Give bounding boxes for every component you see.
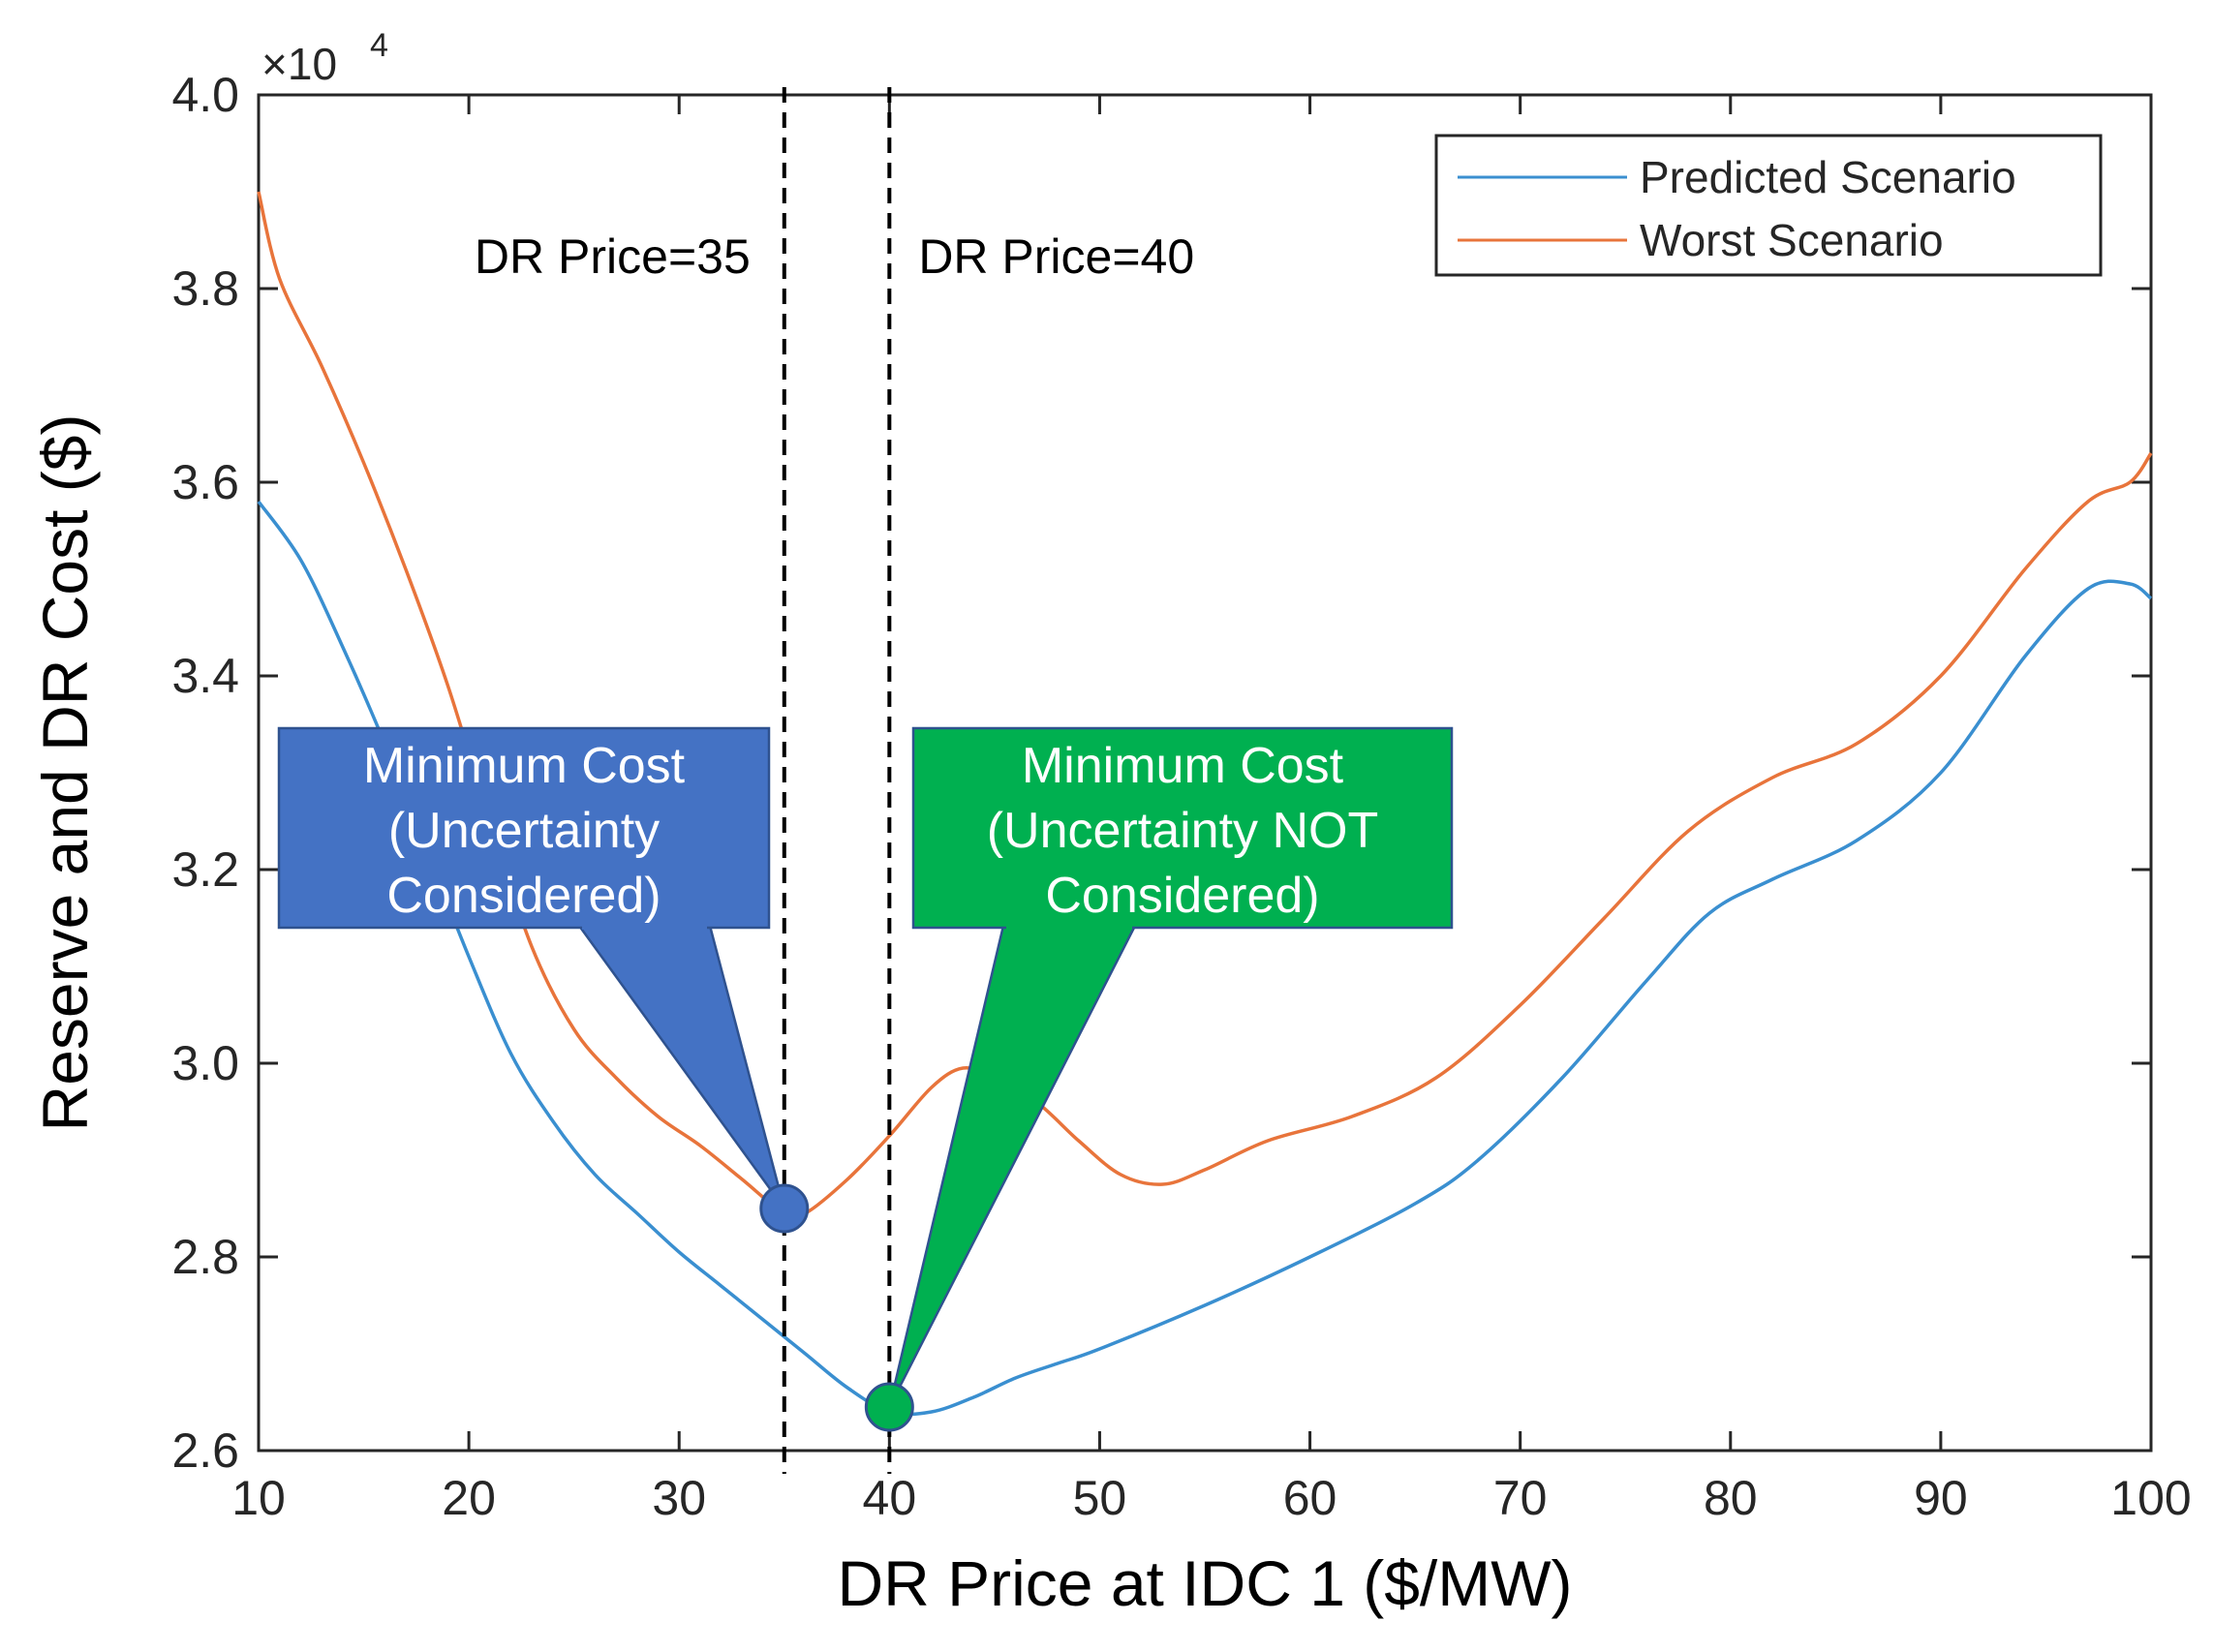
y-tick-label: 3.6 — [171, 455, 239, 509]
x-tick-label: 40 — [863, 1471, 917, 1525]
x-tick-label: 90 — [1914, 1471, 1968, 1525]
x-axis-title: DR Price at IDC 1 ($/MW) — [837, 1547, 1572, 1619]
x-tick-label: 50 — [1073, 1471, 1127, 1525]
reference-line-label-35: DR Price=35 — [475, 229, 751, 284]
minimum-point-marker — [759, 1183, 810, 1234]
x-tick-label: 100 — [2110, 1471, 2191, 1525]
x-tick-label: 70 — [1493, 1471, 1548, 1525]
y-axis-multiplier-exponent: 4 — [370, 27, 388, 64]
callout-text-line: Considered) — [386, 868, 661, 924]
callout-uncertainty-not-considered: Minimum Cost (Uncertainty NOT Considered) — [864, 726, 1454, 1432]
x-tick-label: 30 — [652, 1471, 706, 1525]
y-tick-label: 3.2 — [171, 842, 239, 897]
reference-line-label-40: DR Price=40 — [918, 229, 1194, 284]
y-axis-title: Reserve and DR Cost ($) — [29, 414, 101, 1132]
callout-text-line: Minimum Cost — [1022, 738, 1344, 794]
callout-text-line: (Uncertainty NOT — [987, 803, 1379, 859]
y-tick-label: 2.8 — [171, 1230, 239, 1284]
y-axis-multiplier: ×10 — [261, 39, 337, 89]
y-tick-label: 3.8 — [171, 261, 239, 316]
callouts: Minimum Cost(UncertaintyConsidered)Minim… — [277, 726, 1454, 1432]
reference-lines: DR Price=35 DR Price=40 — [475, 87, 1194, 1474]
callout-join — [582, 922, 707, 930]
callout-box — [911, 726, 1454, 930]
callout-text-line: Considered) — [1045, 868, 1319, 924]
legend: Predicted Scenario Worst Scenario — [1434, 134, 2103, 277]
x-tick-label: 20 — [442, 1471, 496, 1525]
legend-box — [1434, 134, 2103, 277]
y-tick-label: 3.0 — [171, 1036, 239, 1090]
x-tick-label: 60 — [1283, 1471, 1337, 1525]
legend-label-predicted: Predicted Scenario — [1640, 152, 2016, 202]
callout-box — [277, 726, 771, 930]
callout-text-line: (Uncertainty — [388, 803, 660, 859]
callout-join — [1006, 922, 1132, 930]
callout-uncertainty-considered: Minimum Cost (Uncertainty Considered) — [277, 726, 810, 1234]
x-tick-label: 10 — [231, 1471, 286, 1525]
y-tick-label: 4.0 — [171, 68, 239, 122]
y-tick-label: 2.6 — [171, 1423, 239, 1478]
callout-text-line: Minimum Cost — [363, 738, 686, 794]
legend-label-worst: Worst Scenario — [1640, 215, 1944, 265]
series-line-predicted — [257, 500, 2153, 1417]
x-tick-label: 80 — [1704, 1471, 1758, 1525]
y-tick-label: 3.4 — [171, 649, 239, 703]
axis-ticks: 10 20 30 40 50 60 70 80 90 100 2.6 2.8 3.0 3.2 3.4 3.6 3… — [171, 68, 2191, 1525]
minimum-point-marker — [864, 1382, 914, 1432]
